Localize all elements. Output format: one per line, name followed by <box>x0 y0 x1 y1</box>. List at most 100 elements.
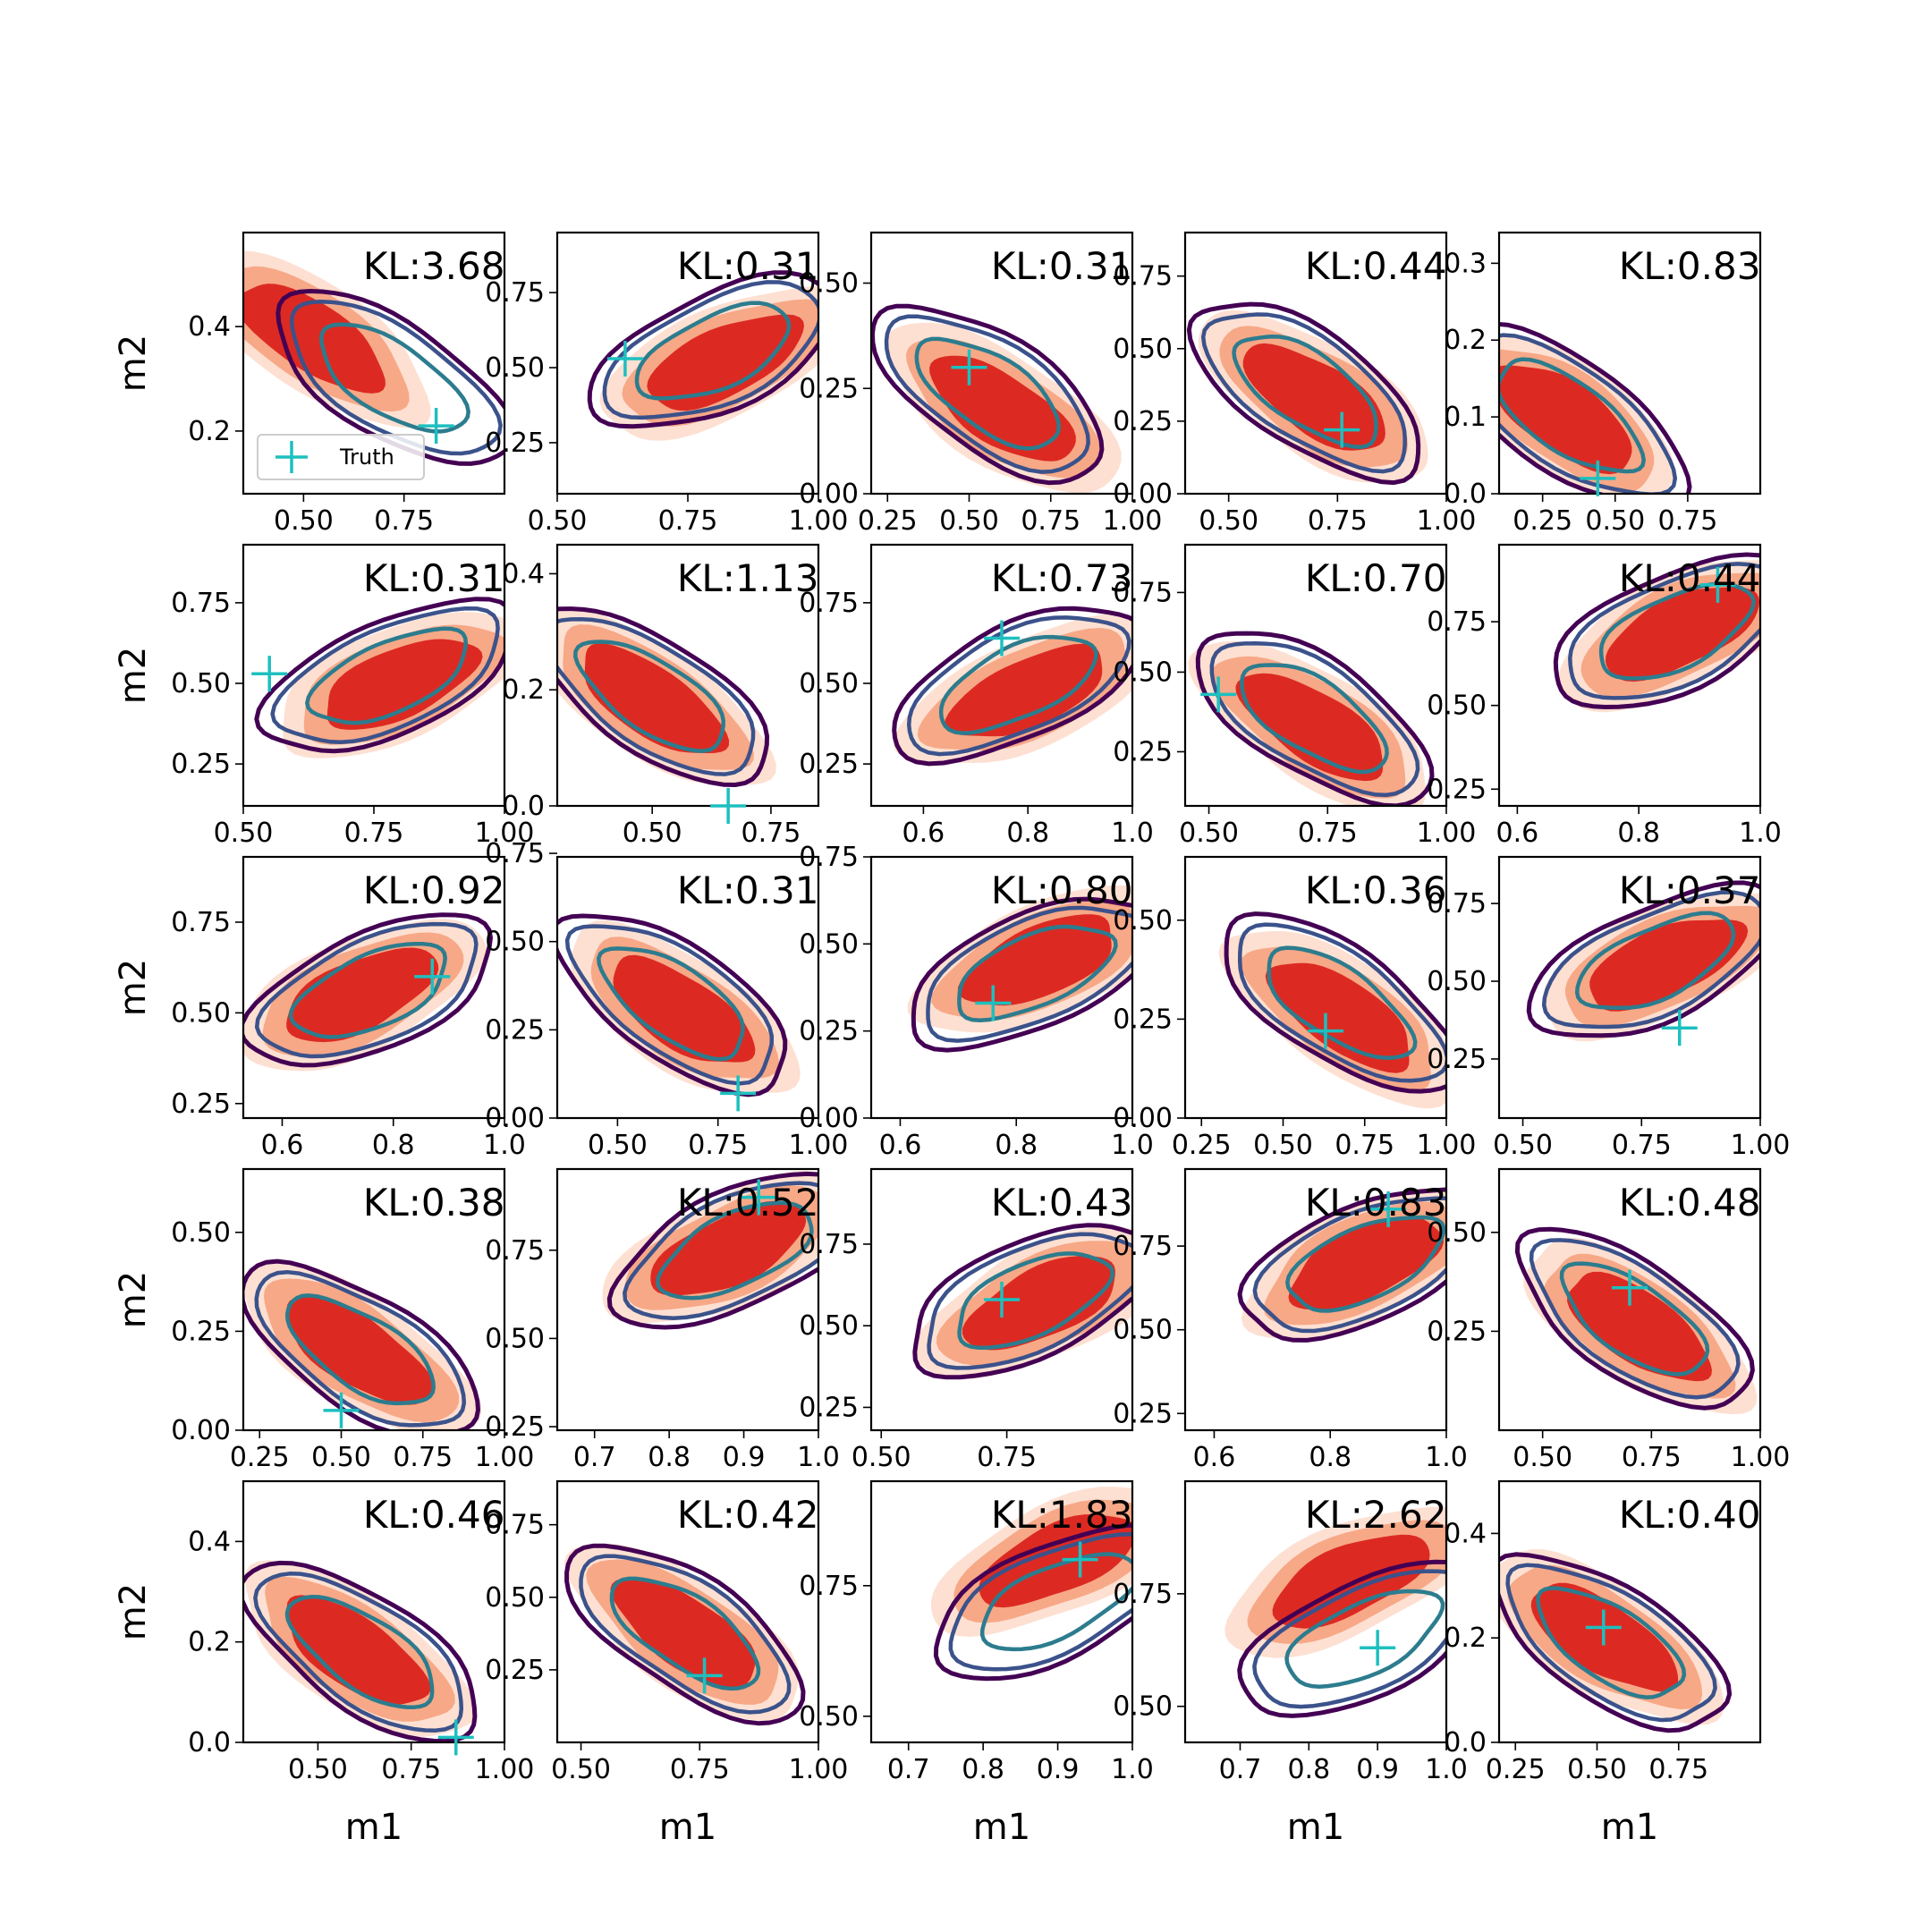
kl-label: KL:2.62 <box>1305 1493 1447 1537</box>
y-axis-label: m2 <box>113 335 154 392</box>
kl-label: KL:0.48 <box>1619 1181 1761 1224</box>
y-tick-label: 0.50 <box>485 927 545 958</box>
x-tick-label: 0.50 <box>1179 818 1239 849</box>
contour-line-outer <box>243 1258 480 1430</box>
x-tick-label: 0.75 <box>741 818 801 849</box>
contour-line-inner <box>957 1251 1115 1351</box>
kl-label: KL:0.31 <box>991 244 1133 288</box>
y-tick-label: 0.25 <box>1113 1398 1173 1429</box>
x-tick-label: 0.8 <box>1006 818 1049 849</box>
legend-label: Truth <box>339 445 394 470</box>
contour-line-inner <box>597 946 745 1062</box>
axis-frame <box>869 543 1134 808</box>
contour-line-inner <box>1232 334 1378 450</box>
x-tick-label: 1.0 <box>1425 1754 1468 1785</box>
x-tick-label: 1.00 <box>475 1754 535 1785</box>
contour-line-mid <box>1209 641 1420 798</box>
legend: Truth <box>257 434 425 480</box>
contour-line-mid <box>270 606 500 745</box>
axis-frame <box>1497 1479 1762 1744</box>
x-tick-label: 0.6 <box>261 1130 304 1161</box>
x-tick-label: 1.00 <box>1103 505 1163 537</box>
x-tick-label: 0.8 <box>1309 1442 1352 1473</box>
x-tick-label: 0.9 <box>723 1442 766 1473</box>
contour-line-mid <box>579 1554 792 1715</box>
y-tick-label: 0.2 <box>1444 325 1487 356</box>
contour-line-outer <box>912 1223 1132 1380</box>
y-axis-label: m2 <box>113 647 154 704</box>
truth-marker <box>1360 1630 1396 1666</box>
x-tick-label: 0.50 <box>214 818 274 849</box>
contour-line-mid <box>602 280 818 420</box>
contour-line-outer <box>606 1171 818 1330</box>
contour-line-outer <box>933 1522 1132 1682</box>
x-tick-label: 0.50 <box>623 818 682 849</box>
contour-line-outer <box>557 913 788 1097</box>
x-tick-label: 1.00 <box>789 1754 849 1785</box>
density-fill-inner <box>584 643 730 754</box>
kl-label: KL:0.42 <box>677 1493 819 1537</box>
y-tick-label: 0.50 <box>1113 657 1173 688</box>
y-tick-label: 0.75 <box>1113 577 1173 608</box>
x-tick-label: 1.00 <box>789 505 849 537</box>
density-fill-inner <box>944 643 1103 737</box>
contour-line-inner <box>914 336 1062 451</box>
truth-marker <box>686 1657 723 1694</box>
contour-line-outer <box>1526 880 1760 1038</box>
x-tick-label: 1.00 <box>1731 1442 1791 1473</box>
x-tick-label: 0.50 <box>528 505 588 537</box>
x-tick-label: 0.50 <box>1585 505 1645 537</box>
contour-line-inner <box>284 1594 435 1709</box>
contour-line-outer <box>564 1543 806 1726</box>
x-tick-label: 0.75 <box>1335 1130 1394 1161</box>
density-fill-inner <box>1265 962 1410 1073</box>
kl-label: KL:0.83 <box>1619 244 1761 288</box>
x-tick-label: 0.25 <box>1172 1130 1232 1161</box>
contour-line-inner <box>305 626 469 725</box>
contour-line-outer <box>557 606 769 787</box>
contour-line-mid <box>1237 922 1446 1083</box>
axis-frame <box>242 1479 506 1744</box>
y-tick-label: 0.25 <box>485 1411 545 1443</box>
x-tick-label: 1.0 <box>483 1130 526 1161</box>
y-axis-label: m2 <box>113 1583 154 1640</box>
axis-frame <box>555 855 820 1120</box>
contour-line-inner <box>288 941 447 1039</box>
y-tick-label: 0.25 <box>1113 736 1173 767</box>
kl-label: KL:0.92 <box>363 869 505 912</box>
panel-1-5: 0.25 0.50 0.75 0.0 0.1 0.2 0.3 KL:0.83 <box>1444 231 1762 537</box>
density-fill-inner <box>286 1296 435 1405</box>
y-tick-label: 0.00 <box>799 1103 859 1134</box>
contour-line-inner <box>1574 911 1736 1011</box>
truth-marker <box>951 349 987 386</box>
y-tick-label: 0.50 <box>1427 966 1487 997</box>
y-tick-label: 0.4 <box>1444 1518 1487 1549</box>
truth-marker <box>606 340 643 377</box>
axis-frame <box>555 1167 820 1432</box>
contour-line-inner <box>284 1293 436 1406</box>
panel-5-2: 0.50 0.75 1.00 0.25 0.50 0.75 KL:0.42 m1 <box>485 1479 849 1848</box>
x-tick-label: 1.0 <box>1739 818 1782 849</box>
axis-frame <box>555 543 820 808</box>
y-tick-label: 0.75 <box>1427 606 1487 638</box>
y-tick-label: 0.75 <box>799 842 859 873</box>
y-tick-label: 0.2 <box>502 674 545 706</box>
x-tick-label: 0.8 <box>1287 1754 1330 1785</box>
kl-label: KL:0.43 <box>991 1181 1133 1224</box>
axis-frame <box>1183 231 1448 496</box>
x-tick-label: 1.00 <box>475 1442 535 1473</box>
truth-marker <box>418 408 454 445</box>
contour-line-inner <box>1267 945 1418 1060</box>
panel-1-1: 0.50 0.75 0.2 0.4 KL:3.68 m2 Truth <box>113 231 506 537</box>
contour-line-mid <box>564 924 775 1086</box>
truth-marker <box>437 1719 474 1756</box>
axis-frame <box>869 1479 1134 1744</box>
kl-label: KL:0.31 <box>677 244 819 288</box>
panel-3-3: 0.6 0.8 1.0 0.00 0.25 0.50 0.75 KL:0.80 <box>799 842 1154 1161</box>
density-fill-inner <box>929 355 1076 462</box>
x-tick-label: 0.75 <box>344 818 404 849</box>
y-tick-label: 0.25 <box>485 428 545 459</box>
contour-line-mid <box>254 1269 467 1428</box>
x-tick-label: 0.75 <box>688 1130 748 1161</box>
